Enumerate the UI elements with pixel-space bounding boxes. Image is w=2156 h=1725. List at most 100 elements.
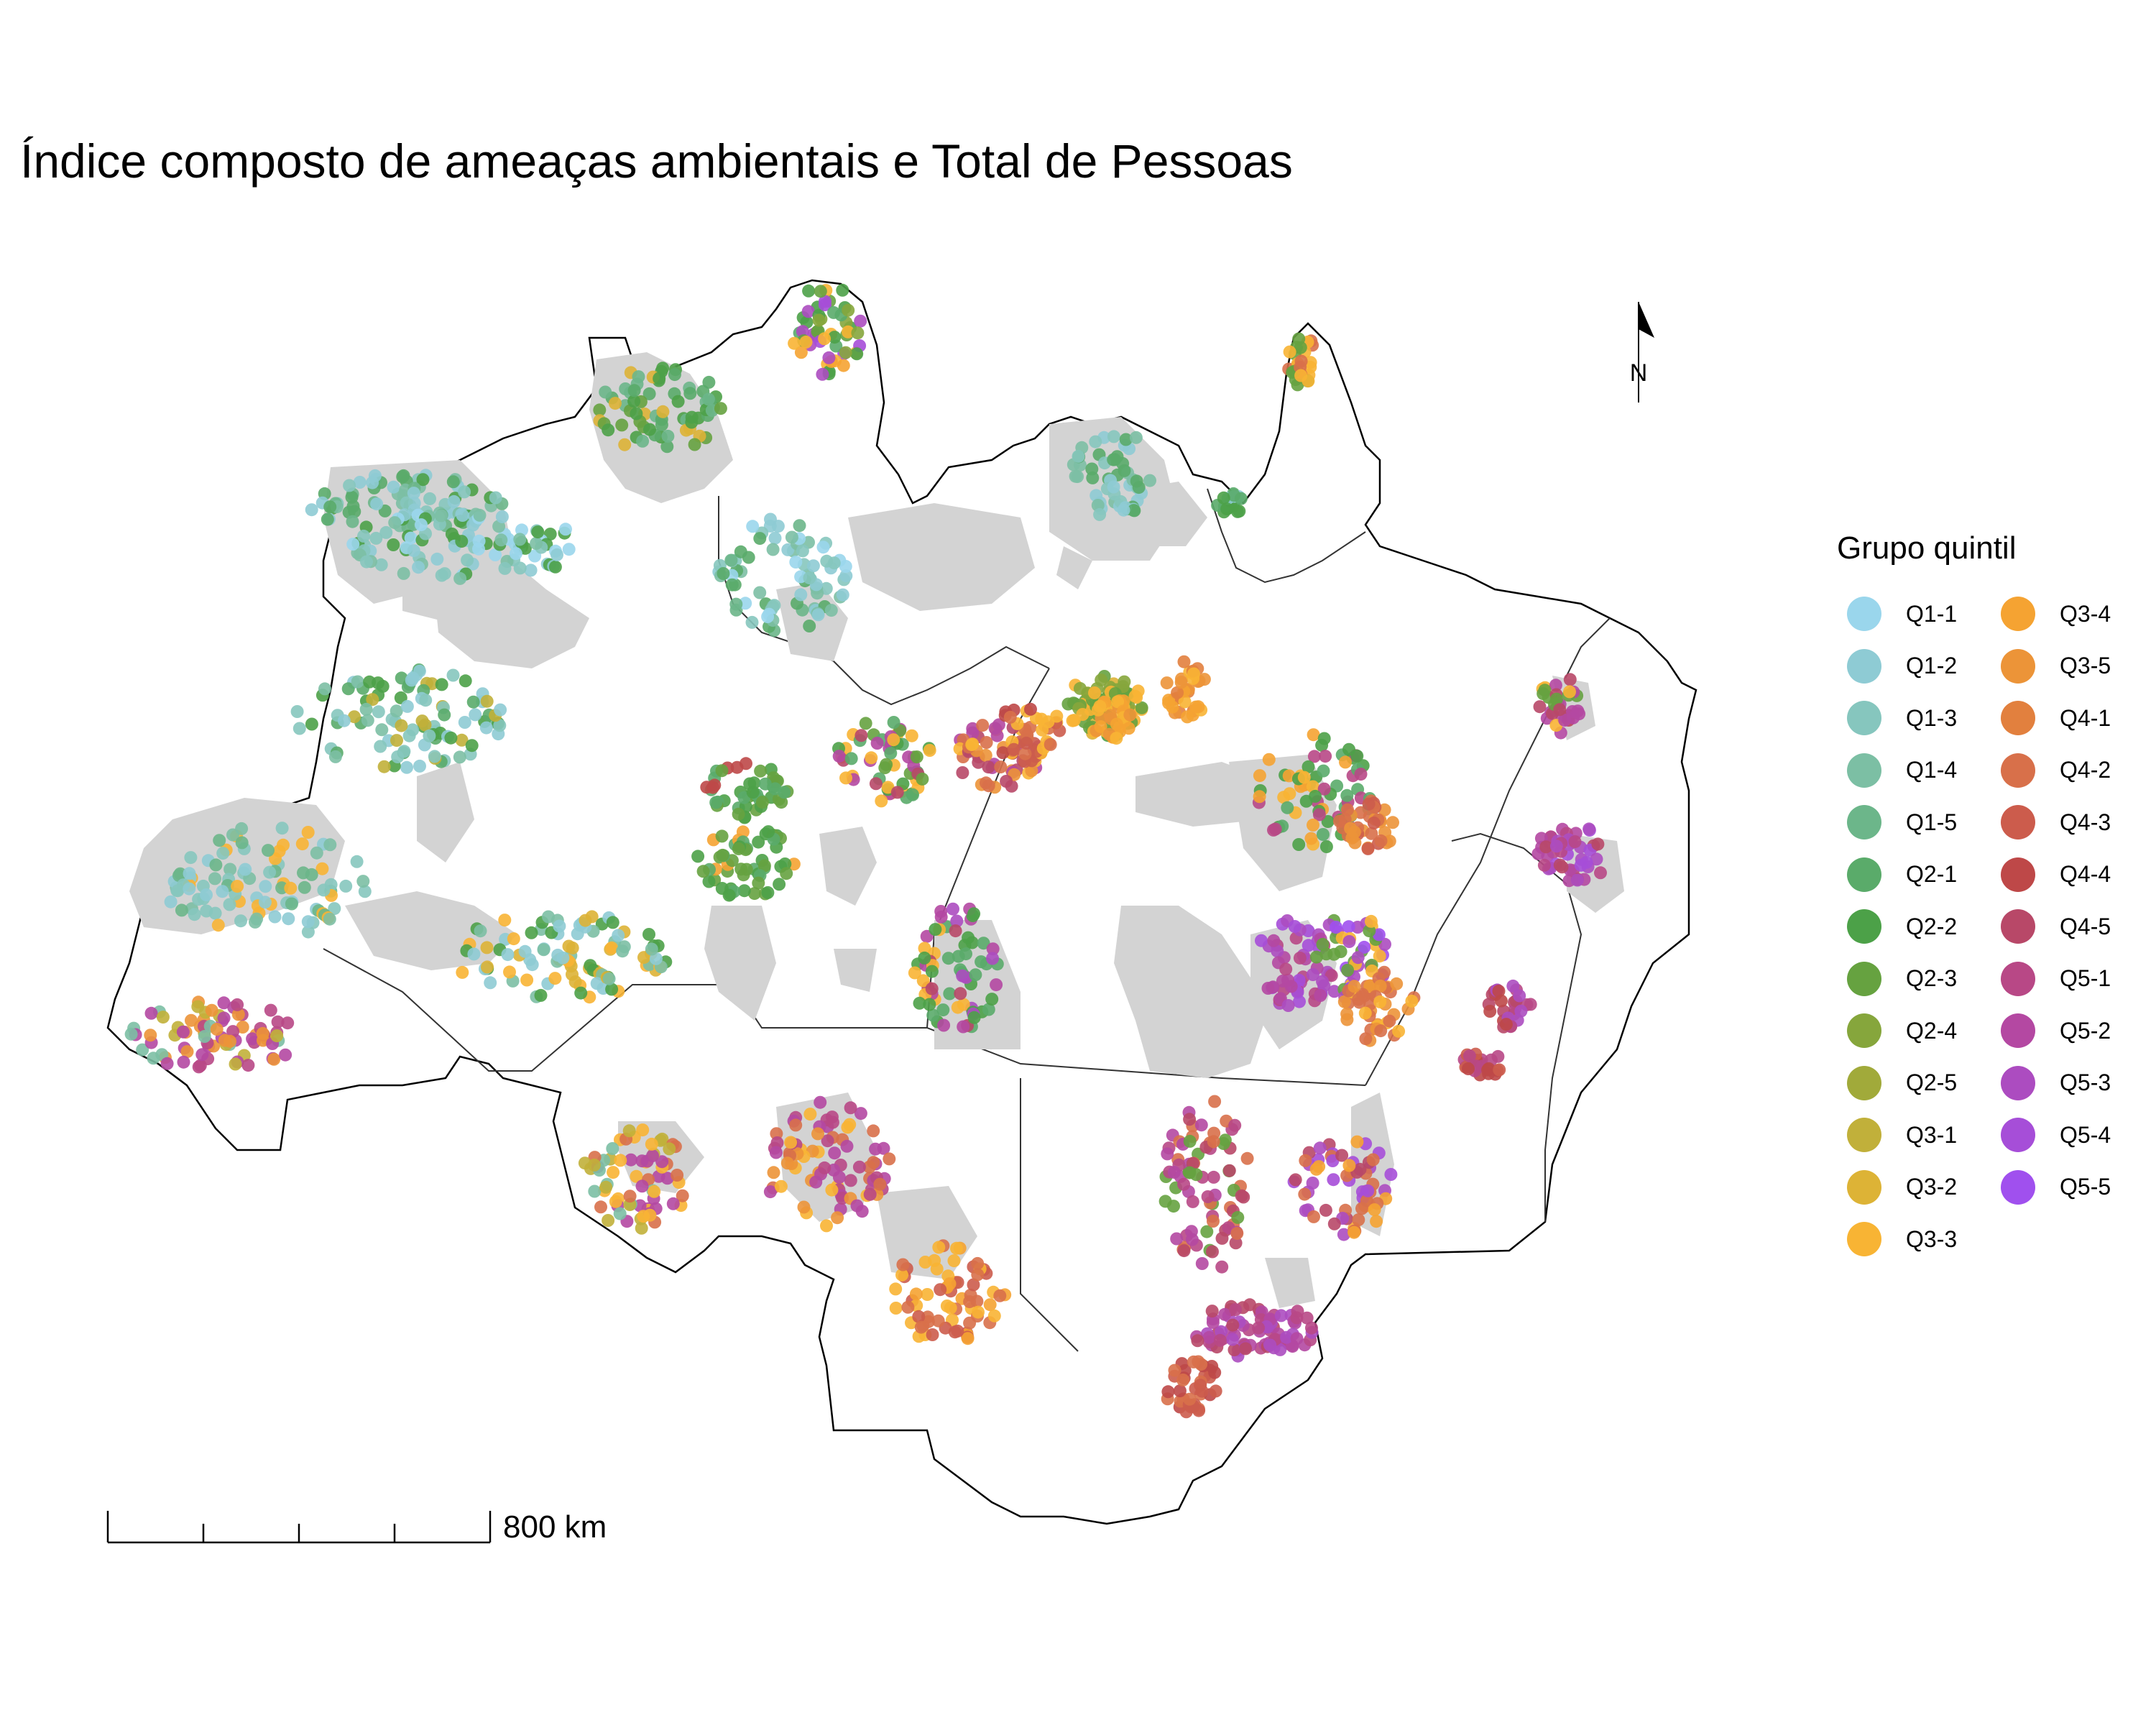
map-point [1342, 920, 1355, 934]
map-point [318, 682, 331, 696]
map-point [377, 760, 391, 773]
map-point [1262, 753, 1276, 766]
map-point [1373, 979, 1387, 993]
map-point [923, 998, 936, 1011]
map-point [905, 729, 918, 742]
legend-swatch-icon [2001, 1013, 2035, 1049]
map-point [1319, 750, 1332, 763]
map-point [267, 1052, 281, 1066]
map-point [1093, 699, 1107, 713]
map-point [627, 395, 641, 408]
map-point [648, 1184, 661, 1198]
map-point [691, 850, 705, 863]
map-point [1066, 714, 1079, 727]
map-point [753, 586, 767, 599]
map-point [1462, 1062, 1475, 1075]
map-point [1574, 858, 1588, 872]
map-point [812, 313, 826, 327]
map-point [290, 705, 304, 718]
map-point [473, 508, 487, 522]
map-point [1207, 1215, 1220, 1228]
map-point [926, 1328, 939, 1341]
map-point [124, 1027, 138, 1041]
map-point [1312, 808, 1326, 822]
map-point [816, 540, 830, 554]
map-point [987, 1309, 1001, 1322]
map-point [642, 928, 655, 941]
legend-item: Q1-4 [1837, 745, 1991, 797]
map-point [317, 883, 331, 897]
map-point [200, 888, 213, 901]
map-point [387, 480, 400, 494]
legend-item: Q1-2 [1837, 640, 1991, 693]
map-point [1194, 1379, 1207, 1392]
state-boundary [1020, 1078, 1079, 1352]
map-point [281, 1016, 295, 1030]
map-point [1093, 507, 1107, 521]
map-point [923, 744, 936, 757]
map-point [606, 1142, 619, 1155]
map-point [769, 1146, 783, 1159]
legend-item: Q5-3 [1991, 1057, 2145, 1110]
map-point [645, 1137, 658, 1151]
map-point [1130, 474, 1143, 488]
map-point [1267, 934, 1281, 947]
map-point [668, 368, 681, 382]
map-point [550, 548, 563, 561]
map-point [943, 987, 957, 1000]
map-point [1215, 1260, 1229, 1274]
map-point [1208, 1366, 1222, 1379]
map-point [1255, 934, 1268, 947]
map-point [534, 988, 548, 1002]
map-point [1280, 1330, 1293, 1344]
legend-swatch-icon [1847, 753, 1881, 788]
map-point [1161, 1147, 1174, 1161]
map-point [821, 1134, 834, 1148]
map-point [918, 951, 931, 965]
map-point [438, 708, 451, 722]
map-point [605, 941, 619, 954]
scale-bar-label: 800 km [503, 1509, 607, 1545]
map-point [616, 944, 630, 958]
map-point [1294, 369, 1308, 382]
map-point [1506, 979, 1520, 993]
map-point [950, 914, 964, 928]
map-point [1252, 1321, 1265, 1335]
map-point [1207, 1135, 1220, 1149]
map-point [828, 331, 842, 344]
map-point [820, 1219, 833, 1233]
map-point [715, 764, 729, 778]
protected-area [1056, 546, 1092, 589]
legend-swatch-icon [2001, 805, 2035, 840]
map-point [480, 694, 494, 708]
map-point [967, 1011, 981, 1024]
map-point [1018, 747, 1032, 760]
map-point [328, 750, 342, 763]
map-point [434, 509, 448, 523]
map-point [967, 907, 981, 921]
map-point [655, 1155, 669, 1169]
map-point [936, 1003, 950, 1017]
map-point [231, 880, 244, 893]
protected-area [819, 827, 877, 906]
legend-item: Q4-4 [1991, 849, 2145, 901]
legend-swatch-icon [1847, 805, 1881, 840]
map-point [1563, 673, 1577, 686]
map-point [376, 679, 390, 693]
map-point [494, 533, 508, 547]
map-point [1209, 1384, 1222, 1398]
map-point [400, 699, 414, 713]
map-point [1271, 944, 1284, 958]
map-point [1359, 1032, 1373, 1046]
map-point [1123, 708, 1137, 722]
map-point [1493, 1063, 1506, 1077]
map-point [469, 708, 482, 722]
legend-swatch-icon [1847, 1013, 1881, 1049]
map-point [175, 903, 188, 917]
map-point [867, 1124, 880, 1138]
map-point [453, 571, 467, 585]
map-point [912, 1310, 926, 1323]
map-point [656, 405, 670, 418]
map-point [1339, 755, 1352, 769]
map-point [831, 1211, 844, 1225]
